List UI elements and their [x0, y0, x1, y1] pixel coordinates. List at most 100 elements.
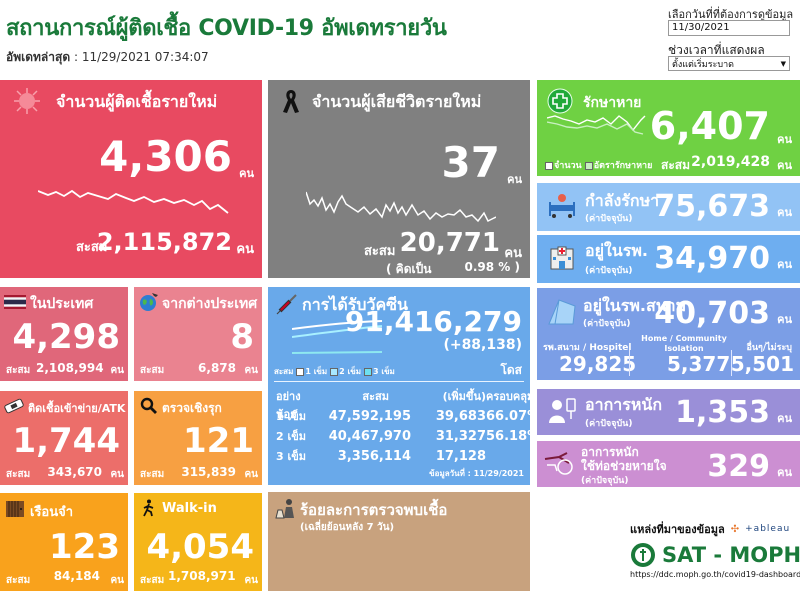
prison-total: 84,184 [53, 569, 100, 583]
walkin-card: Walk-in 4,054 สะสม 1,708,971 คน [134, 493, 262, 591]
thailand-flag-icon [4, 295, 26, 309]
walkin-value: 4,054 [146, 527, 254, 567]
source-url[interactable]: https://ddc.moph.go.th/covid19-dashboard [630, 570, 800, 579]
legend-dose3-label: 3 เข็ม [373, 367, 395, 376]
other-label: อื่นๆ/ไม่ระบุ [746, 343, 792, 353]
domestic-total: 2,108,994 [36, 361, 104, 375]
coverage-cell: 56.18% [486, 429, 530, 444]
unit-label: คน [110, 575, 124, 586]
unit-label: คน [244, 469, 258, 480]
medical-cross-icon [547, 88, 573, 114]
treating-card: กำลังรักษา (ค่าปัจจุบัน) 75,673 คน [537, 183, 800, 231]
legend-dose1-swatch [296, 367, 305, 376]
recovered-total: 2,019,428 [691, 154, 770, 170]
atk-total: 343,670 [47, 465, 102, 479]
ventilator-label-line1: อาการหนัก [581, 445, 639, 459]
atk-card: ติดเชื้อเข้าข่าย/ATK 1,744 สะสม 343,670 … [0, 391, 128, 485]
legend-dose2-swatch [330, 367, 339, 376]
legend-dose1-label: 1 เข็ม [305, 367, 328, 376]
new-cases-acc-label: สะสม [76, 240, 108, 255]
increase-cell: 31,327 [435, 429, 486, 444]
hospital-building-icon [549, 245, 575, 271]
proactive-value: 121 [183, 421, 254, 461]
patient-iv-icon [549, 397, 577, 425]
hospitel-value: 29,825 [559, 352, 637, 376]
vaccine-increase: (+88,138) [443, 337, 522, 353]
hospital-value: 34,970 [654, 241, 770, 276]
treating-label: กำลังรักษา [585, 191, 660, 210]
legend-dose3-swatch [364, 367, 372, 376]
new-cases-label: จำนวนผู้ติดเชื้อรายใหม่ [56, 92, 218, 111]
ventilator-sublabel: (ค่าปัจจุบัน) [581, 476, 629, 486]
unit-label: คน [777, 133, 792, 146]
org-name: SAT - MOPH [662, 543, 800, 567]
tent-icon [545, 298, 577, 326]
deaths-card: จำนวนผู้เสียชีวิตรายใหม่ 37 คน สะสม 20,7… [268, 80, 530, 278]
total-cell: 3,356,114 [337, 449, 411, 464]
prison-label: เรือนจำ [30, 505, 74, 520]
new-cases-value: 4,306 [99, 132, 232, 181]
legend-rate-label: อัตรารักษาหาย [593, 161, 653, 171]
legend-acc-label: สะสม [274, 367, 294, 376]
walkin-total: 1,708,971 [168, 569, 236, 583]
deaths-pct-value: 0.98 % ) [464, 260, 520, 274]
vaccine-value: 91,416,279 [344, 305, 522, 338]
legend-rate-swatch [584, 161, 593, 170]
table-row: 2 เข็ม 40,467,970 31,327 56.18% [276, 427, 530, 447]
dose-cell: 2 เข็ม [276, 430, 307, 443]
unit-label: คน [777, 206, 792, 219]
domestic-card: ในประเทศ 4,298 สะสม 2,108,994 คน [0, 287, 128, 381]
field-hospital-label: อยู่ในรพ.สนาม [583, 296, 687, 315]
vaccine-unit: โดส [500, 363, 522, 377]
hospital-label: อยู่ในรพ. [585, 241, 648, 260]
header-coverage: ครอบคลุม [486, 390, 530, 403]
black-ribbon-icon [282, 88, 300, 114]
total-cell: 47,592,195 [328, 409, 411, 424]
deaths-sparkline [306, 190, 496, 226]
new-cases-sparkline [38, 188, 234, 218]
date-picker-input[interactable]: 11/30/2021 [668, 20, 790, 36]
imported-value: 8 [230, 317, 254, 357]
total-cell: 40,467,970 [328, 429, 411, 444]
walkin-acc-label: สะสม [140, 575, 165, 586]
range-select-value: ตั้งแต่เริ่มระบาด [672, 59, 735, 70]
range-label: ช่วงเวลาที่แสดงผล [668, 43, 765, 57]
last-updated-value: : 11/29/2021 07:34:07 [70, 50, 209, 64]
positivity-sublabel: (เฉลี่ยย้อนหลัง 7 วัน) [300, 522, 395, 533]
severe-value: 1,353 [675, 395, 770, 430]
page-title: สถานการณ์ผู้ติดเชื้อ COVID-19 อัพเดทรายว… [6, 16, 447, 41]
recovered-acc-label: สะสม [661, 158, 691, 172]
magnifier-icon [140, 397, 158, 415]
chevron-down-icon: ▼ [780, 59, 786, 68]
positivity-label: ร้อยละการตรวจพบเชื้อ [300, 501, 448, 519]
coverage-cell: 66.07% [486, 409, 530, 424]
ventilator-icon [543, 449, 577, 477]
recovered-value: 6,407 [649, 104, 770, 148]
divider [274, 381, 524, 382]
unit-label: คน [777, 412, 792, 425]
range-select[interactable]: ตั้งแต่เริ่มระบาด ▼ [668, 56, 790, 71]
imported-acc-label: สะสม [140, 365, 165, 376]
vaccine-label: การได้รับวัคซีน [302, 295, 408, 314]
unit-label: คน [244, 575, 258, 586]
unit-label: คน [236, 242, 254, 257]
positivity-card: ร้อยละการตรวจพบเชื้อ (เฉลี่ยย้อนหลัง 7 ว… [268, 492, 530, 591]
dose-cell: 1 เข็ม [276, 410, 307, 423]
source-label: แหล่งที่มาของข้อมูล [630, 523, 725, 536]
last-updated-label: อัพเดทล่าสุด [6, 50, 71, 64]
deaths-value: 37 [441, 138, 500, 187]
dose-cell: 3 เข็ม [276, 450, 307, 463]
lab-scientist-icon [274, 498, 298, 520]
prison-door-icon [6, 501, 24, 517]
header-increase: (เพิ่มขึ้น) [442, 390, 486, 403]
proactive-acc-label: สะสม [140, 469, 165, 480]
field-hospital-card: อยู่ในรพ.สนาม (ค่าปัจจุบัน) 40,703 คน รพ… [537, 288, 800, 380]
header-total: สะสม [362, 390, 389, 403]
recovered-legend: จำนวน อัตรารักษาหาย [545, 158, 652, 172]
domestic-label: ในประเทศ [30, 296, 94, 312]
legend-dose2-label: 2 เข็ม [339, 367, 361, 376]
vaccine-date-note: ข้อมูลวันที่ : 11/29/2021 [429, 469, 524, 478]
date-picker-label: เลือกวันที่ที่ต้องการดูข้อมูล [668, 8, 794, 21]
unit-label: คน [110, 469, 124, 480]
test-kit-icon [3, 397, 25, 415]
